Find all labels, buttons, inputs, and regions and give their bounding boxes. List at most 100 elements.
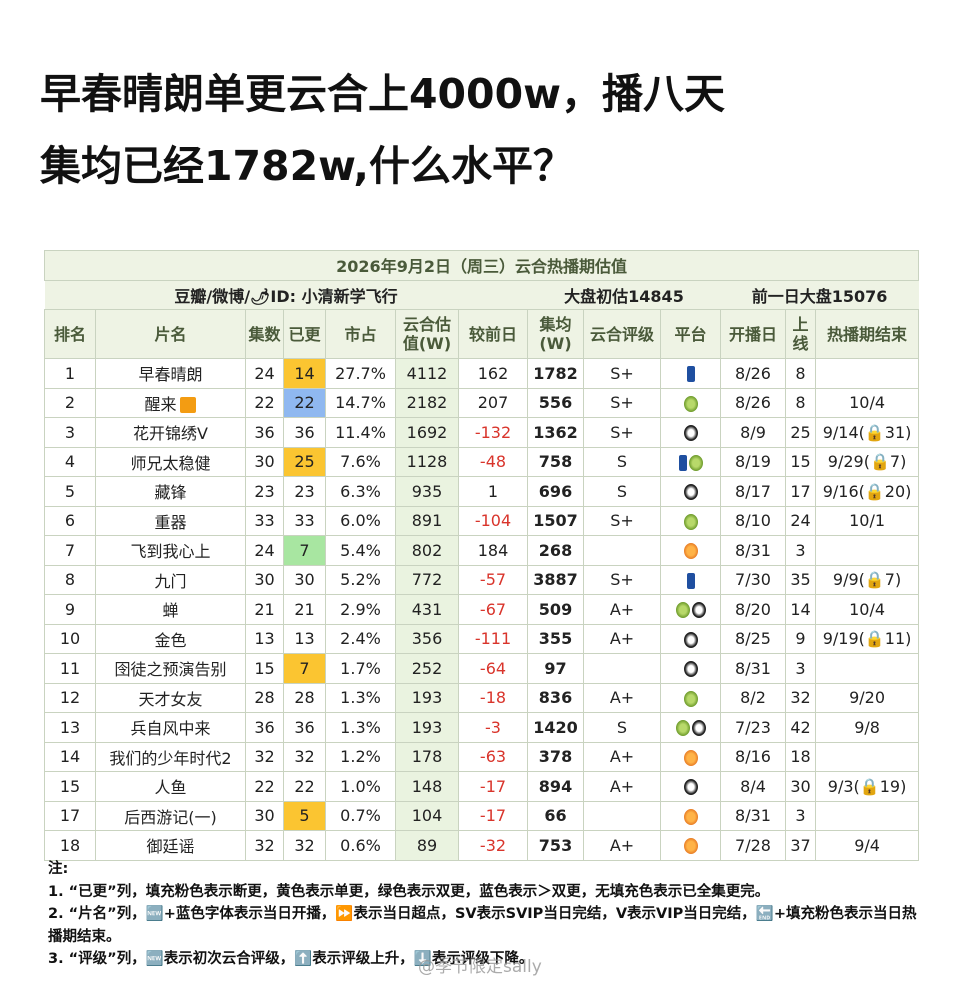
cell-text: 33: [294, 511, 315, 531]
cell-text: 后西游记(一): [124, 807, 217, 827]
cell: 22: [245, 771, 284, 802]
cell: A+: [583, 741, 661, 772]
cell: -111: [458, 623, 528, 654]
cell: 2: [44, 387, 96, 418]
cell-text: 252: [411, 658, 443, 678]
cell: 8/16: [720, 741, 786, 772]
cell: 148: [395, 771, 459, 802]
cell-text: 5: [64, 481, 76, 501]
cell-text: A+: [609, 629, 635, 649]
cell: 我们的少年时代2: [95, 741, 246, 772]
cell: S: [583, 446, 661, 477]
cell-text: 8/10: [735, 511, 771, 531]
cell: 7/28: [720, 830, 786, 861]
cell: 3: [44, 417, 96, 448]
cell-text: 696: [538, 481, 573, 501]
cell: 早春晴朗: [95, 358, 246, 389]
cell-text: 10/4: [849, 599, 886, 619]
cell: 15: [245, 653, 284, 684]
cell-text: 花开锦绣V: [133, 424, 208, 444]
cell-text: 4: [64, 452, 76, 472]
cell-text: -48: [479, 452, 507, 472]
cell: 24: [785, 505, 816, 536]
cell: 37: [785, 830, 816, 861]
cell-text: 36: [254, 717, 275, 737]
cell: 9/3(🔒19): [814, 771, 920, 802]
cell: 8/2: [720, 682, 786, 713]
cell: 藏锋: [95, 476, 246, 507]
cell: 3: [785, 800, 816, 831]
cell: [660, 358, 721, 389]
cell: -3: [458, 712, 528, 743]
cell-text: 268: [538, 540, 573, 560]
cell-text: 1: [487, 481, 499, 501]
table-subtitle-row: 豆瓣/微博/🌶ID: 小清新学飞行 大盘初估14845 前一日大盘15076: [44, 279, 919, 310]
cell: 32: [283, 830, 326, 861]
cell: 9/16(🔒20): [814, 476, 920, 507]
cell: 金色: [95, 623, 246, 654]
cell: [660, 741, 721, 772]
cell-text: 7/30: [735, 570, 771, 590]
cell-text: 1782: [533, 363, 578, 383]
cell: 355: [527, 623, 584, 654]
cell-text: 早春晴朗: [138, 365, 203, 385]
cell-text: A+: [609, 688, 635, 708]
cell: 11.4%: [325, 417, 396, 448]
table-row: 3 花开锦绣V 36 36 11.4% 1692 -132 1362 S+ 8/9 25 9/14(🔒…: [44, 417, 920, 448]
cell: S+: [583, 417, 661, 448]
cell: 21: [245, 594, 284, 625]
cell: [660, 800, 721, 831]
cell-text: -63: [479, 747, 507, 767]
cell: S: [583, 712, 661, 743]
cell: 6: [44, 505, 96, 536]
cell: 894: [527, 771, 584, 802]
cell-text: 1420: [533, 717, 578, 737]
cell: 32: [283, 741, 326, 772]
column-header: 云合评级: [583, 309, 661, 359]
platform-icon: [686, 366, 695, 383]
cell: 1420: [527, 712, 584, 743]
cell: 252: [395, 653, 459, 684]
cell: 23: [283, 476, 326, 507]
cell-text: 蝉: [162, 601, 179, 621]
cell-text: 1128: [406, 452, 448, 472]
cell: 10/4: [814, 594, 920, 625]
cell-text: 97: [544, 658, 567, 678]
cell-text: 1: [64, 363, 76, 383]
cell: 3: [785, 535, 816, 566]
cell: 8/9: [720, 417, 786, 448]
cell-text: 8/31: [735, 540, 771, 560]
cell-text: 30: [254, 806, 275, 826]
cell-text: 556: [538, 393, 573, 413]
cell: 8/19: [720, 446, 786, 477]
cell-text: 36: [254, 422, 275, 442]
column-header-row: 排名 片名 集数 已更 市占 云合估值(W) 较前日 集均(W) 云合评级 平台 开播日 上线 热播期结…: [44, 309, 920, 359]
cell: [660, 682, 721, 713]
cell: 431: [395, 594, 459, 625]
cell: 飞到我心上: [95, 535, 246, 566]
cell-text: 89: [416, 835, 438, 855]
cell-text: 7/28: [735, 835, 771, 855]
cell-text: 25: [790, 422, 811, 442]
cell: 10/4: [814, 387, 920, 418]
cell: 9/9(🔒7): [814, 564, 920, 595]
cell-text: 5: [299, 806, 310, 826]
cell-text: 3: [795, 540, 806, 560]
cell-text: 8/26: [735, 393, 771, 413]
cell-text: 8: [795, 393, 806, 413]
cell-text: 15: [254, 658, 275, 678]
cell-text: -104: [474, 511, 512, 531]
watermark: @季节限定sally: [418, 957, 542, 977]
cell: [660, 535, 721, 566]
table-title: 2026年9月2日（周三）云合热播期估值: [43, 250, 920, 281]
cell: 5: [283, 800, 326, 831]
cell-text: 九门: [154, 571, 187, 591]
cell: 0.6%: [325, 830, 396, 861]
cell: [660, 594, 721, 625]
cell: 6.0%: [325, 505, 396, 536]
cell: 7: [283, 535, 326, 566]
cell-text: 356: [411, 629, 443, 649]
platform-icon: [683, 543, 698, 560]
cell-text: S: [616, 452, 628, 472]
cell: S+: [583, 358, 661, 389]
